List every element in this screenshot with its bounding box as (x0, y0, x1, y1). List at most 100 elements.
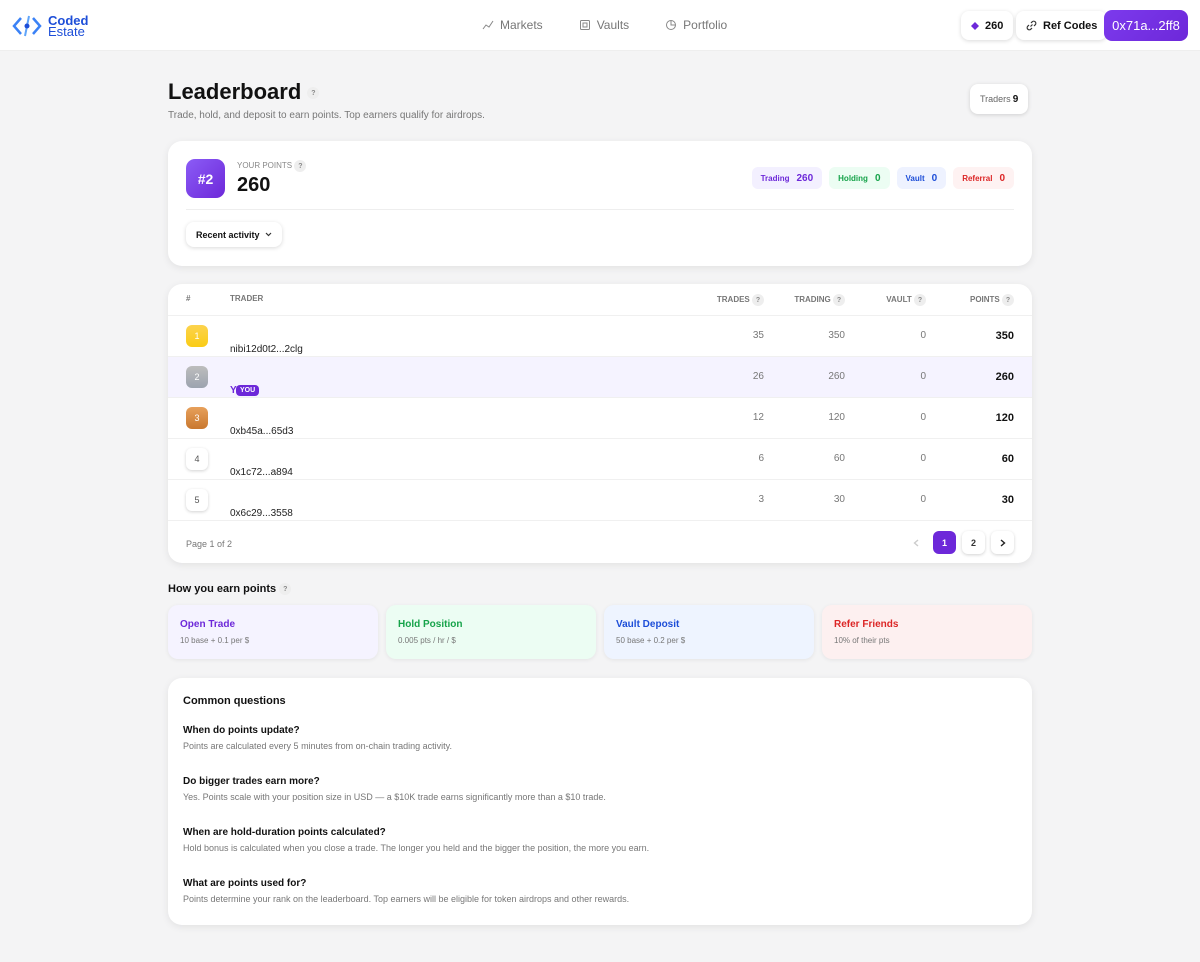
faq-answer: Yes. Points scale with your position siz… (183, 792, 606, 802)
leaderboard-table: # TRADER TRADES ? TRADING ? VAULT ? POINTS ? 1… (168, 284, 1032, 563)
page-arrow[interactable] (991, 531, 1014, 554)
nav-link[interactable]: Markets (482, 18, 543, 32)
faq-question: What are points used for? (183, 878, 307, 889)
vault-cell: 0 (920, 494, 926, 505)
earn-card-title: Open Trade (180, 619, 236, 630)
column-header: VAULT ? (886, 294, 926, 306)
brand[interactable]: Coded Estate (12, 13, 88, 39)
points-badge[interactable]: 260 (961, 11, 1014, 40)
nav-icon (666, 20, 677, 30)
traders-count: Traders 9 (970, 84, 1029, 114)
help-icon[interactable]: ? (833, 294, 845, 306)
earn-card: Refer Friends 10% of their pts (822, 605, 1032, 659)
column-header: TRADES ? (717, 294, 764, 306)
breakdown-name: Vault (905, 173, 925, 183)
logo (12, 15, 42, 37)
recent-activity-label: Recent activity (196, 229, 260, 240)
traders-label: Traders (980, 94, 1011, 104)
points-breakdown: Trading 260 Holding 0 Vault 0 Referral 0 (751, 167, 1014, 189)
breakdown-value: 0 (874, 172, 881, 184)
earn-card: Vault Deposit 50 base + 0.2 per $ (604, 605, 814, 659)
help-icon[interactable]: ? (279, 583, 292, 596)
faq-question: When are hold-duration points calculated… (183, 827, 386, 838)
help-icon[interactable]: ? (307, 87, 320, 100)
page-title: Leaderboard ? (168, 79, 320, 105)
divider (186, 209, 1014, 210)
help-icon[interactable]: ? (1002, 294, 1014, 306)
column-header: TRADER (230, 294, 263, 303)
nav-link-label: Vaults (596, 18, 630, 32)
column-header: # (186, 294, 190, 303)
subtitle: Trade, hold, and deposit to earn points.… (168, 110, 485, 121)
trades-cell: 6 (758, 453, 764, 464)
rank-badge: 5 (186, 489, 208, 511)
points-cell: 350 (995, 330, 1014, 342)
earn-card-title: Vault Deposit (616, 619, 680, 630)
rank-badge: 3 (186, 407, 208, 429)
breakdown-name: Trading (760, 173, 790, 183)
page-arrow (904, 531, 927, 554)
trades-cell: 35 (752, 330, 764, 341)
earn-card: Open Trade 10 base + 0.1 per $ (168, 605, 378, 659)
ref-codes-button[interactable]: Ref Codes (1016, 11, 1108, 40)
page-button[interactable]: 2 (962, 531, 985, 554)
earn-card-desc: 10 base + 0.1 per $ (180, 636, 250, 645)
trading-cell: 60 (833, 453, 845, 464)
top-nav: Coded Estate Markets Vaults Portfolio 260 R… (0, 0, 1200, 51)
breakdown-value: 0 (999, 172, 1005, 184)
faq-item: Do bigger trades earn more? Yes. Points s… (183, 776, 606, 802)
points-cell: 260 (995, 371, 1014, 383)
faq-item: When are hold-duration points calculated… (183, 827, 649, 853)
earn-card-desc: 10% of their pts (834, 636, 890, 645)
chevron-down (265, 232, 271, 237)
faq-answer: Points determine your rank on the leader… (183, 894, 630, 904)
trading-cell: 350 (828, 330, 845, 341)
trades-cell: 3 (758, 494, 764, 505)
rank-badge: #2 (186, 159, 225, 198)
trader-name: 0xb45a...65d3 (230, 426, 294, 437)
recent-activity-button[interactable]: Recent activity (186, 222, 282, 247)
faq-question: When do points update? (183, 725, 300, 736)
points-cell: 60 (1001, 453, 1014, 465)
earn-card-title: Refer Friends (834, 619, 899, 630)
earn-heading: How you earn points ? (168, 583, 292, 596)
points-label-text: YOUR POINTS (237, 161, 293, 171)
column-label: TRADER (230, 294, 264, 303)
faq-item: When do points update? Points are calcula… (183, 725, 452, 751)
brand-bottom: Estate (48, 23, 85, 39)
points-badge-value: 260 (985, 19, 1004, 32)
trader-name: 0x1c72...a894 (230, 467, 293, 478)
help-icon[interactable]: ? (752, 294, 764, 306)
ref-codes-label: Ref Codes (1043, 19, 1098, 32)
points-value: 260 (237, 174, 271, 196)
breakdown-name: Holding (838, 173, 868, 183)
earn-card-title: Hold Position (398, 619, 463, 630)
breakdown-value: 260 (796, 172, 814, 184)
page-button[interactable]: 1 (933, 531, 956, 554)
table-row: 1 nibi12d0t2...2clg 35 350 0 350 (168, 315, 1032, 356)
nav-link[interactable]: Portfolio (665, 18, 727, 32)
breakdown-pill: Holding 0 (829, 167, 890, 189)
column-label: VAULT (886, 295, 912, 305)
trader-name: 0x6c29...3558 (230, 508, 293, 519)
faq-title: Common questions (183, 695, 286, 707)
earn-card-desc: 50 base + 0.2 per $ (616, 636, 686, 645)
help-icon[interactable]: ? (914, 294, 926, 306)
title-text: Leaderboard (168, 79, 302, 104)
breakdown-value: 0 (931, 172, 938, 184)
trader-name: nibi12d0t2...2clg (230, 344, 303, 355)
nav-links: Markets Vaults Portfolio (482, 18, 727, 32)
rank-badge: 1 (186, 325, 208, 347)
wallet-button[interactable]: 0x71a...2ff8 (1104, 10, 1188, 41)
trades-cell: 12 (752, 412, 764, 423)
points-cell: 30 (1001, 494, 1014, 506)
diamond-icon (971, 21, 979, 30)
points-card: #2 YOUR POINTS ? 260 Trading 260 Holding 0 V… (168, 141, 1032, 266)
link-icon (1026, 20, 1037, 31)
help-icon[interactable]: ? (294, 160, 307, 172)
nav-link[interactable]: Vaults (579, 18, 629, 32)
breakdown-pill: Referral 0 (953, 167, 1014, 189)
rank-badge: 2 (186, 366, 208, 388)
